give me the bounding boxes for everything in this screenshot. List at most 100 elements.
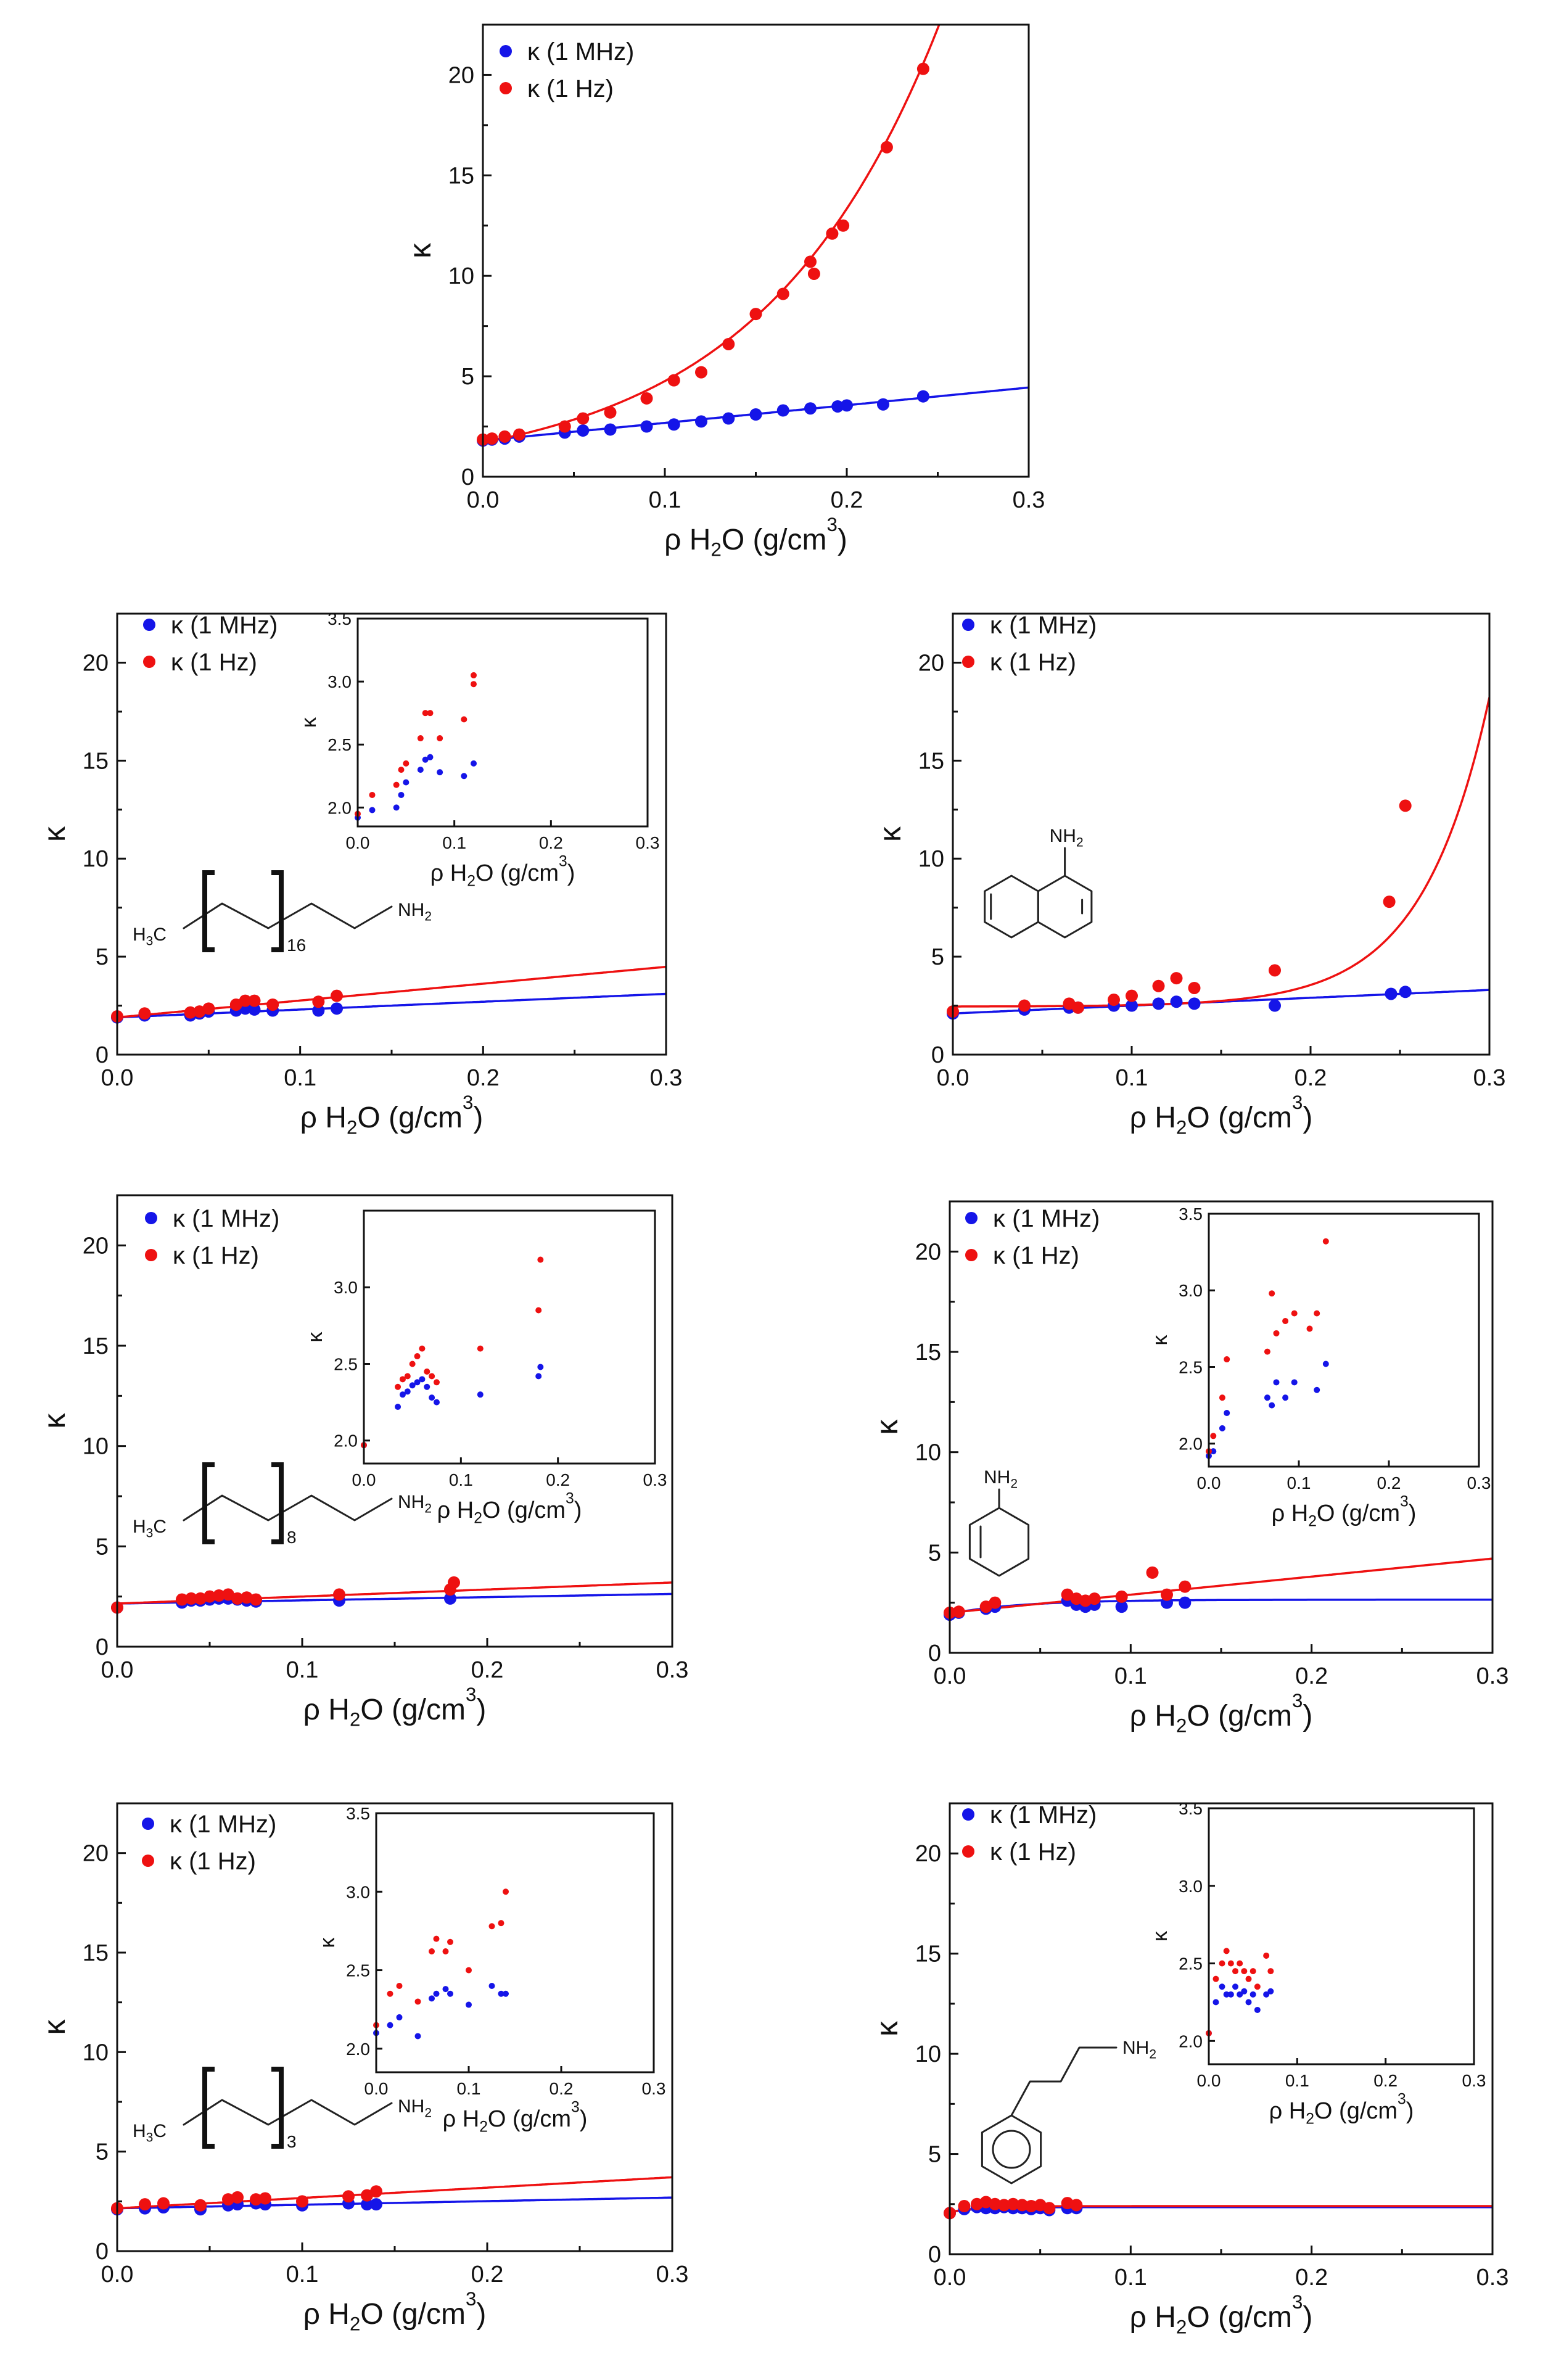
data-point-hz xyxy=(1179,1580,1192,1593)
data-point-hz xyxy=(958,2200,971,2213)
legend-label-hz: κ (1 Hz) xyxy=(990,649,1076,676)
inset-point-hz xyxy=(1322,1238,1329,1245)
inset-point-hz xyxy=(461,716,467,723)
data-point-hz xyxy=(194,1592,207,1605)
inset-point-mhz xyxy=(395,1404,401,1410)
data-point-hz xyxy=(989,2197,1002,2210)
y-tick-label: 20 xyxy=(918,650,944,676)
inset-point-mhz xyxy=(1219,1425,1225,1431)
inset-x-tick-label: 0.2 xyxy=(539,833,563,852)
y-tick-label: 5 xyxy=(96,2139,109,2165)
y-tick-label: 10 xyxy=(918,846,944,872)
x-tick-label: 0.1 xyxy=(1114,2265,1147,2291)
inset-point-hz xyxy=(424,1368,430,1375)
data-point-hz xyxy=(722,337,735,350)
inset-point-hz xyxy=(1232,1968,1238,1975)
data-point-mhz xyxy=(776,404,789,417)
data-point-hz xyxy=(989,1596,1002,1609)
x-tick-label: 0.2 xyxy=(471,1657,504,1683)
inset-chart: 0.0 0.1 0.2 0.3 2.0 2.5 3.0 3.5 ρ H2O (g/cm3) κ xyxy=(316,1804,665,2135)
data-point-hz xyxy=(1269,964,1281,977)
data-point-hz xyxy=(241,1591,253,1604)
x-tick-label: 0.1 xyxy=(284,1065,316,1091)
data-point-mhz xyxy=(1126,999,1138,1012)
y-axis-title: κ xyxy=(870,2020,904,2036)
formula-right: NH2 xyxy=(398,900,432,924)
x-tick-label: 0.0 xyxy=(467,487,500,513)
x-tick-label: 0.3 xyxy=(656,2262,689,2287)
chart-panel-butylamine: 0.0 0.1 0.2 0.3 0 5 10 15 20 ρ H2O (g/cm3) κ κ (1 M… xyxy=(37,1802,689,2335)
inset-point-hz xyxy=(535,1307,542,1314)
legend-label-mhz: κ (1 MHz) xyxy=(173,1205,279,1232)
inset-point-hz xyxy=(1224,1356,1230,1363)
x-tick-label: 0.0 xyxy=(934,1663,966,1689)
x-axis-title: ρ H2O (g/cm3) xyxy=(1130,2291,1313,2337)
x-axis-title: ρ H2O (g/cm3) xyxy=(1130,1092,1313,1138)
inset-y-tick-label: 3.0 xyxy=(1179,1281,1203,1300)
data-point-hz xyxy=(1161,1588,1173,1601)
data-point-mhz xyxy=(1179,1596,1192,1609)
data-point-mhz xyxy=(877,398,889,411)
chart-panel-top: 0.0 0.1 0.2 0.3 0 5 10 15 20 ρ H2O (g/cm3) κ κ (1 M… xyxy=(403,23,1045,561)
inset-point-mhz xyxy=(466,2001,472,2008)
data-point-mhz xyxy=(831,400,844,413)
inset-point-mhz xyxy=(537,1364,544,1370)
y-tick-label: 10 xyxy=(83,2040,109,2065)
inset-point-mhz xyxy=(393,804,400,811)
inset-point-mhz xyxy=(427,754,434,760)
data-point-hz xyxy=(916,62,929,75)
inset-point-mhz xyxy=(1254,2006,1261,2013)
data-point-hz xyxy=(250,1593,262,1606)
data-point-mhz xyxy=(361,2198,373,2211)
data-point-hz xyxy=(239,994,252,1007)
legend-marker-mhz xyxy=(962,619,974,631)
inset-y-axis-title: κ xyxy=(1148,1930,1172,1941)
inset-x-tick-label: 0.0 xyxy=(352,1470,376,1489)
inset-y-tick-label: 2.5 xyxy=(1179,1357,1203,1377)
chain-bonds xyxy=(183,1494,393,1521)
inset-point-mhz xyxy=(1269,1402,1275,1409)
y-tick-label: 5 xyxy=(928,1540,941,1566)
formula-left: H3C xyxy=(133,2121,167,2145)
inset-frame xyxy=(1208,1213,1480,1468)
bracket-right xyxy=(271,2067,284,2149)
inset-point-hz xyxy=(433,1935,440,1942)
formula-right: NH2 xyxy=(398,2096,432,2120)
y-tick-label: 0 xyxy=(928,2242,941,2268)
inset-point-hz xyxy=(393,781,400,788)
inset-x-tick-label: 0.2 xyxy=(546,1470,570,1489)
inset-y-tick-label: 2.0 xyxy=(346,2040,370,2059)
inset-x-tick-label: 0.0 xyxy=(1197,1473,1221,1493)
inset-point-mhz xyxy=(535,1373,542,1380)
data-point-hz xyxy=(1007,2197,1019,2210)
inset-point-mhz xyxy=(1314,1386,1320,1393)
legend-label-hz: κ (1 Hz) xyxy=(990,1839,1076,1866)
inset-point-hz xyxy=(466,1967,472,1974)
molecule-structure: H3C 8 NH2 xyxy=(133,1462,432,1547)
bracket-right xyxy=(271,870,284,952)
x-axis-title: ρ H2O (g/cm3) xyxy=(664,514,847,560)
fit-line-mhz xyxy=(950,1599,1492,1615)
inset-point-mhz xyxy=(417,767,424,773)
x-tick-label: 0.1 xyxy=(1114,1663,1147,1689)
data-point-hz xyxy=(1126,989,1138,1002)
legend-marker-hz xyxy=(962,656,974,668)
inset-point-hz xyxy=(447,1938,453,1945)
legend-label-hz: κ (1 Hz) xyxy=(171,649,257,676)
inset-point-hz xyxy=(403,760,410,767)
inset-x-tick-label: 0.0 xyxy=(1197,2071,1221,2090)
y-tick-label: 5 xyxy=(96,944,109,970)
x-tick-label: 0.1 xyxy=(286,2262,319,2287)
inset-point-mhz xyxy=(434,1399,440,1406)
molecule-structure: NH2 xyxy=(981,2038,1156,2184)
inset-point-mhz xyxy=(1273,1379,1280,1386)
inset-y-tick-label: 2.5 xyxy=(346,1961,370,1980)
inset-point-mhz xyxy=(404,1388,411,1395)
data-point-hz xyxy=(998,2199,1010,2212)
inset-point-mhz xyxy=(498,1990,504,1997)
inset-point-mhz xyxy=(1223,1991,1230,1998)
inset-point-hz xyxy=(429,1948,435,1954)
data-point-hz xyxy=(807,267,820,280)
inset-y-tick-label: 3.0 xyxy=(334,1278,358,1297)
legend-label-mhz: κ (1 MHz) xyxy=(527,38,634,65)
